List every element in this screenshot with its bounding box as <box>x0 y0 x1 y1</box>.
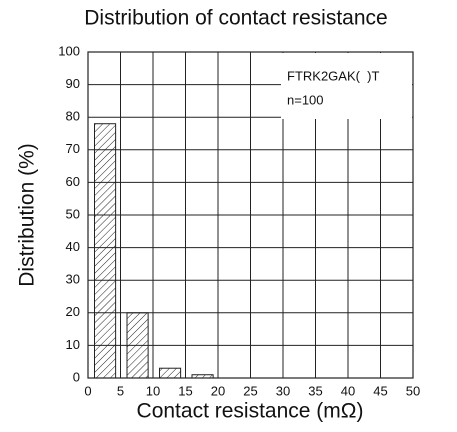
annotation: n=100 <box>287 92 324 107</box>
x-tick-label: 30 <box>276 383 290 398</box>
bar <box>159 367 182 379</box>
plot-frame <box>87 51 414 379</box>
chart-title: Distribution of contact resistance <box>84 7 387 30</box>
y-tick-label: 80 <box>66 109 80 124</box>
y-tick-label: 50 <box>66 206 80 221</box>
y-tick-label: 0 <box>73 369 80 384</box>
bar <box>94 123 117 379</box>
y-tick-label: 40 <box>66 239 80 254</box>
x-tick-label: 35 <box>308 383 322 398</box>
x-tick-label: 50 <box>406 383 420 398</box>
y-axis-label: Distribution (%) <box>16 143 39 287</box>
y-tick-label: 30 <box>66 272 80 287</box>
x-tick-label: 25 <box>243 383 257 398</box>
annotation: FTRK2GAK( )T <box>287 68 380 83</box>
y-tick-label: 10 <box>66 337 80 352</box>
bar <box>126 312 149 379</box>
y-tick-label: 60 <box>66 174 80 189</box>
y-tick-label: 100 <box>58 43 80 58</box>
x-tick-label: 20 <box>211 383 225 398</box>
x-tick-label: 5 <box>117 383 124 398</box>
x-tick-label: 45 <box>373 383 387 398</box>
x-axis-label: Contact resistance (mΩ) <box>137 400 364 423</box>
y-tick-label: 70 <box>66 141 80 156</box>
x-tick-label: 15 <box>178 383 192 398</box>
x-tick-label: 0 <box>84 383 91 398</box>
y-tick-label: 20 <box>66 304 80 319</box>
bar <box>191 374 214 379</box>
x-tick-label: 10 <box>146 383 160 398</box>
annotation-box <box>281 53 412 119</box>
y-tick-label: 90 <box>66 76 80 91</box>
x-tick-label: 40 <box>341 383 355 398</box>
